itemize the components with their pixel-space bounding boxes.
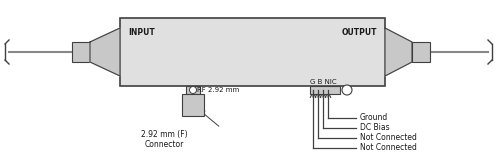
Bar [72,42,90,62]
Circle shape [190,86,196,93]
Bar [182,94,204,116]
Text: DC Bias: DC Bias [360,124,390,132]
Text: INPUT: INPUT [128,28,155,37]
Circle shape [342,85,352,95]
Bar [120,18,385,86]
Text: G B NIC: G B NIC [310,79,336,85]
Bar [412,42,430,62]
Text: Ground: Ground [360,114,388,123]
Text: Not Connected: Not Connected [360,133,417,142]
Polygon shape [385,28,412,76]
Text: OUTPUT: OUTPUT [342,28,377,37]
Text: Not Connected: Not Connected [360,143,417,153]
Bar [310,86,340,94]
Polygon shape [90,28,120,76]
Text: RF 2.92 mm: RF 2.92 mm [197,87,240,93]
Text: 2.92 mm (F)
Connector: 2.92 mm (F) Connector [141,130,188,149]
Bar [186,86,200,94]
